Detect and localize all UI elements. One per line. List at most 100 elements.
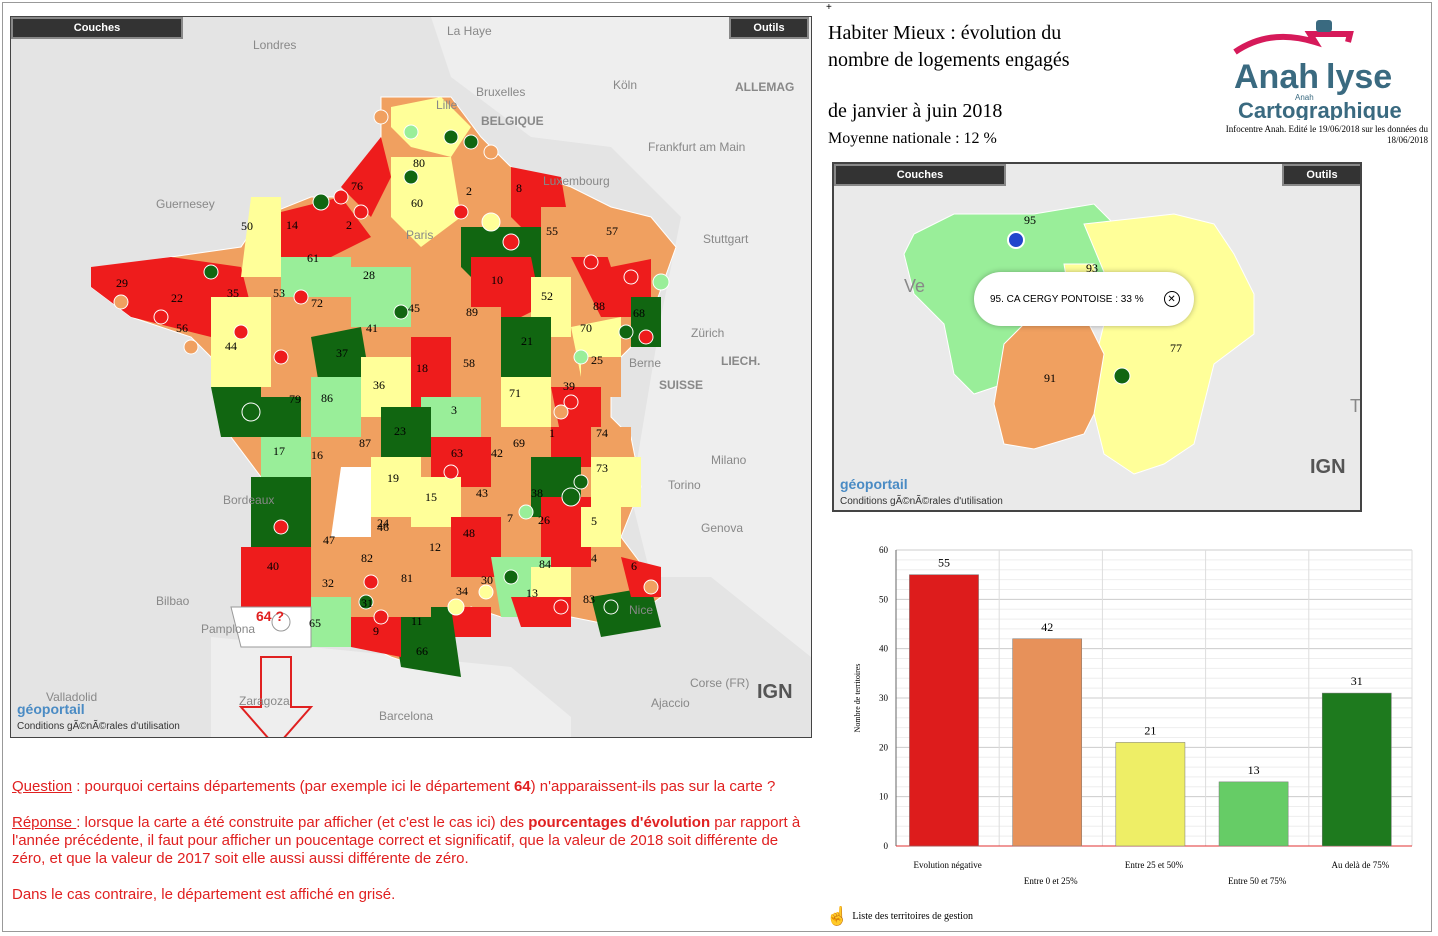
svg-text:29: 29 (116, 276, 128, 290)
bar (1115, 742, 1186, 847)
svg-text:Guernesey: Guernesey (156, 197, 215, 211)
inset-map[interactable]: 95 93 77 91 Ve T Couches Outils 95. CA C… (832, 162, 1362, 512)
inset-map-svg[interactable]: 95 93 77 91 Ve T (834, 164, 1360, 510)
svg-text:25: 25 (591, 353, 603, 367)
svg-text:10: 10 (491, 273, 503, 287)
svg-text:18: 18 (416, 361, 428, 375)
question-bold: 64 (513, 778, 531, 795)
svg-text:87: 87 (359, 436, 371, 450)
y-tick-label: 10 (879, 792, 889, 802)
svg-text:38: 38 (531, 486, 543, 500)
svg-text:48: 48 (463, 526, 475, 540)
svg-text:4: 4 (591, 551, 597, 565)
inset-layers-button[interactable]: Couches (834, 164, 1006, 186)
edition-info: Infocentre Anah. Edité le 19/06/2018 sur… (1168, 124, 1428, 146)
svg-text:44: 44 (225, 339, 237, 353)
svg-text:36: 36 (373, 378, 385, 392)
title-line2: nombre de logements engagés (828, 49, 1070, 71)
svg-text:11: 11 (411, 614, 423, 628)
territories-list-link[interactable]: ☝ Liste des territoires de gestion (826, 906, 973, 927)
down-arrow-icon (238, 656, 314, 737)
svg-text:15: 15 (425, 490, 437, 504)
bar-value-label: 13 (1248, 763, 1260, 777)
svg-text:8: 8 (516, 181, 522, 195)
question-answer: Question : pourquoi certains département… (12, 778, 812, 922)
plus-marker: + (826, 2, 832, 13)
svg-text:56: 56 (176, 321, 188, 335)
svg-text:Stuttgart: Stuttgart (703, 232, 749, 246)
logo-sub: Cartographique (1238, 98, 1402, 120)
close-icon[interactable]: ✕ (1163, 291, 1180, 307)
svg-text:Zürich: Zürich (691, 326, 724, 340)
svg-text:89: 89 (466, 305, 478, 319)
svg-text:12: 12 (429, 540, 441, 554)
svg-text:3: 3 (451, 403, 457, 417)
page-title: Habiter Mieux : évolution du nombre de l… (828, 20, 1070, 74)
svg-text:T: T (1350, 396, 1360, 416)
svg-text:Genova: Genova (701, 521, 743, 535)
svg-text:ALLEMAG: ALLEMAG (735, 80, 794, 94)
svg-text:50: 50 (241, 219, 253, 233)
logo-small: Anah (1295, 93, 1314, 102)
layers-button[interactable]: Couches (11, 17, 183, 39)
svg-text:68: 68 (633, 306, 645, 320)
logo-anah: Anah (1234, 58, 1319, 96)
svg-text:73: 73 (596, 461, 608, 475)
answer-label: Réponse (12, 814, 77, 831)
svg-text:13: 13 (526, 586, 538, 600)
title-line1: Habiter Mieux : évolution du (828, 22, 1062, 44)
inset-conditions-link[interactable]: Conditions gÃ©nÃ©rales d'utilisation (840, 496, 1003, 507)
svg-text:39: 39 (563, 379, 575, 393)
bar (1012, 638, 1083, 847)
y-axis-label: Nombre de territoires (853, 664, 862, 733)
answer-bold: pourcentages d'évolution (528, 814, 711, 831)
svg-text:86: 86 (321, 391, 333, 405)
category-label: Entre 0 et 25% (1024, 876, 1078, 886)
conditions-link[interactable]: Conditions gÃ©nÃ©rales d'utilisation (17, 721, 180, 732)
territories-list-label[interactable]: Liste des territoires de gestion (852, 911, 973, 922)
svg-text:Frankfurt am Main: Frankfurt am Main (648, 140, 745, 154)
svg-text:22: 22 (171, 291, 183, 305)
svg-text:SUISSE: SUISSE (659, 378, 703, 392)
inset-tools-button[interactable]: Outils (1282, 164, 1360, 186)
svg-text:Luxembourg: Luxembourg (543, 174, 610, 188)
department-markers[interactable] (113, 109, 670, 632)
category-label: Evolution négative (913, 860, 981, 870)
france-map[interactable]: 80 2 8 60 76 2 14 50 55 57 29 22 35 61 28 53 72 45 8… (10, 16, 812, 738)
svg-text:60: 60 (411, 196, 423, 210)
tools-button[interactable]: Outils (729, 17, 809, 39)
y-tick-label: 50 (879, 594, 889, 604)
svg-text:83: 83 (583, 592, 595, 606)
svg-text:14: 14 (286, 218, 298, 232)
svg-text:16: 16 (311, 448, 323, 462)
svg-text:95: 95 (1024, 213, 1036, 227)
svg-text:21: 21 (521, 334, 533, 348)
svg-text:Zaragoza: Zaragoza (239, 694, 290, 708)
svg-text:61: 61 (307, 251, 319, 265)
svg-text:47: 47 (323, 533, 335, 547)
svg-text:Ve: Ve (904, 276, 925, 296)
footer-paragraph: Dans le cas contraire, le département es… (12, 886, 396, 903)
bar-value-label: 31 (1351, 674, 1363, 688)
svg-text:53: 53 (273, 286, 285, 300)
category-label: Entre 25 et 50% (1125, 860, 1184, 870)
svg-text:65: 65 (309, 616, 321, 630)
svg-text:26: 26 (538, 513, 550, 527)
svg-text:Paris: Paris (406, 228, 433, 242)
svg-text:30: 30 (481, 573, 493, 587)
svg-text:76: 76 (351, 179, 363, 193)
svg-text:Barcelona: Barcelona (379, 709, 433, 723)
svg-text:69: 69 (513, 436, 525, 450)
question-text-2: ) n'apparaissent-ils pas sur la carte ? (530, 778, 776, 795)
svg-text:77: 77 (1170, 341, 1182, 355)
svg-text:Pamplona: Pamplona (201, 622, 255, 636)
svg-text:70: 70 (580, 321, 592, 335)
svg-text:40: 40 (267, 559, 279, 573)
bar-chart: 0 10 20 30 40 50 60 Nombre de territoires 55 Evol… (846, 540, 1426, 900)
logo-lyse: lyse (1326, 58, 1392, 96)
answer-text-2: par rapport à l'année précédente, il fau… (12, 814, 801, 867)
svg-text:32: 32 (322, 576, 334, 590)
svg-text:5: 5 (591, 514, 597, 528)
bar-chart-svg: 0 10 20 30 40 50 60 Nombre de territoires 55 Evol… (853, 545, 1413, 886)
